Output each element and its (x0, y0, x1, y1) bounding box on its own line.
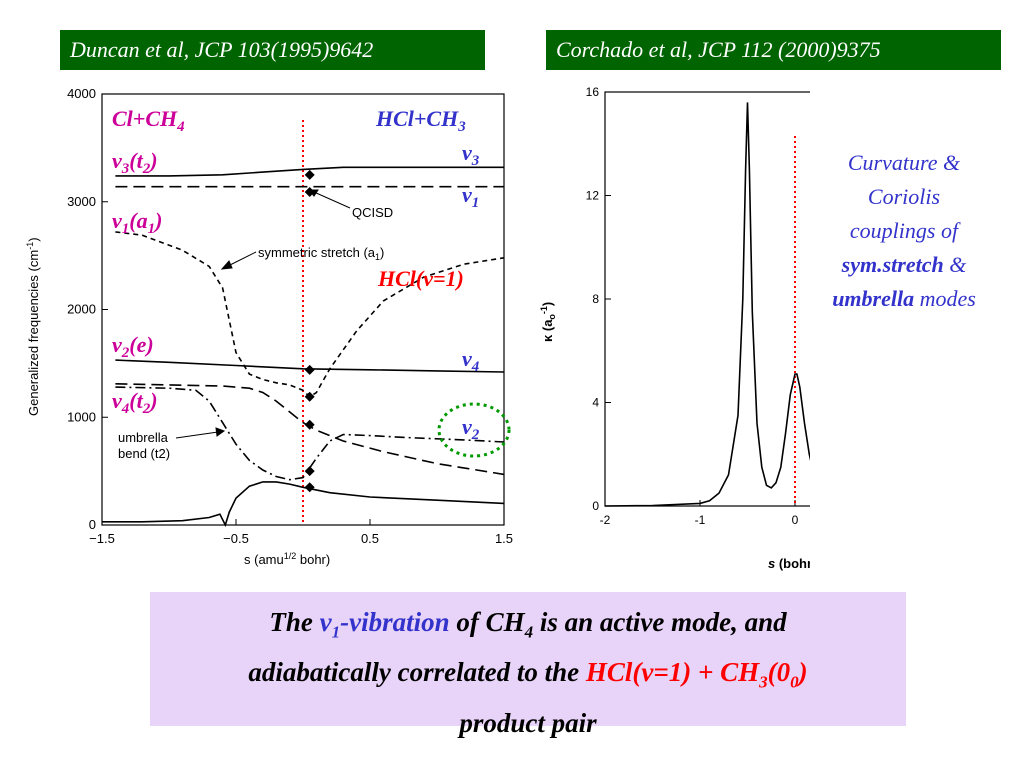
right-ytick-label: 16 (586, 85, 600, 99)
note-line-1: Curvature & (847, 150, 961, 175)
left-labels: Cl+CH4 HCl+CH3 v3(t2) v1(a1) v2(e) v4(t2… (25, 106, 480, 567)
note-line-4: sym.stretch & (841, 252, 967, 277)
curvature-note: Curvature & Coriolis couplings of sym.st… (808, 146, 1000, 316)
label-qcisd: QCISD (352, 205, 393, 220)
left-xtick-label: −0.5 (223, 531, 249, 546)
summary-line-1: The v1-vibration of CH4 is an active mod… (269, 607, 787, 642)
left-ytick-label: 4000 (67, 86, 96, 101)
left-series-3 (115, 359, 505, 373)
label-hcl-v1: HCl(v=1) (377, 266, 464, 291)
generalized-frequencies-chart: −1.5 −0.5 0.5 1.5 0 1000 2000 3000 4000 Cl+CH4 H… (25, 86, 513, 567)
left-series-0 (115, 166, 504, 177)
label-v3: v3 (462, 140, 480, 169)
right-xtick-label: 0 (792, 513, 799, 527)
label-v2: v2 (462, 414, 480, 443)
left-ytick-label: 3000 (67, 194, 96, 209)
left-qcisd-point (304, 364, 315, 375)
left-qcisd-points (304, 169, 315, 493)
label-umbrella-bend: bend (t2) (118, 446, 170, 461)
note-line-3: couplings of (849, 218, 959, 243)
left-ytick-label: 0 (89, 517, 96, 532)
left-series (102, 166, 505, 528)
left-series-5 (115, 386, 505, 481)
label-v4-t2: v4(t2) (112, 388, 158, 417)
left-ylabel: Generalized frequencies (cm-1) (25, 237, 41, 416)
label-v1-a1: v1(a1) (112, 208, 162, 237)
label-hcl-ch3: HCl+CH3 (375, 106, 466, 135)
left-series-2 (115, 231, 505, 398)
left-xtick-label: −1.5 (89, 531, 115, 546)
label-umbrella: umbrella (118, 430, 169, 445)
right-ytick-label: 4 (592, 396, 599, 410)
left-series-6 (102, 481, 505, 528)
right-xtick-label: -2 (600, 513, 611, 527)
label-symmetric-stretch: symmetric stretch (a1) (258, 245, 384, 262)
note-line-5: umbrella modes (832, 286, 976, 311)
annotation-arrows (175, 189, 351, 439)
label-v4: v4 (462, 346, 480, 375)
summary-line-2: adiabatically correlated to the HCl(v=1)… (248, 657, 808, 692)
right-axes: -2-10120481216 (586, 85, 810, 527)
note-line-2: Coriolis (867, 184, 941, 209)
curvature-chart: -2-10120481216 s (bohr) κ (ao-1) (539, 85, 810, 571)
label-v3-t2: v3(t2) (112, 148, 158, 177)
left-qcisd-point (304, 419, 315, 430)
right-ytick-label: 0 (592, 499, 599, 513)
left-axes: −1.5 −0.5 0.5 1.5 0 1000 2000 3000 4000 (67, 86, 513, 546)
label-cl-ch4: Cl+CH4 (112, 106, 185, 135)
left-xtick-label: 1.5 (495, 531, 513, 546)
right-plot-frame (604, 91, 810, 507)
left-ytick-label: 2000 (67, 302, 96, 317)
right-xtick-label: -1 (695, 513, 706, 527)
right-xlabel: s (bohr) (768, 556, 810, 571)
right-ytick-label: 8 (592, 292, 599, 306)
citation-banner-corchado: Corchado et al, JCP 112 (2000)9375 (546, 30, 1001, 70)
left-qcisd-point (304, 482, 315, 493)
v2-highlight-circle (437, 402, 511, 458)
left-xlabel: s (amu1/2 bohr) (244, 551, 330, 567)
left-qcisd-point (304, 391, 315, 402)
right-series (604, 102, 810, 507)
label-v2-e: v2(e) (112, 332, 154, 361)
left-xtick-label: 0.5 (361, 531, 379, 546)
left-ytick-label: 1000 (67, 409, 96, 424)
right-ylabel: κ (ao-1) (539, 302, 557, 342)
citation-banner-duncan: Duncan et al, JCP 103(1995)9642 (60, 30, 485, 70)
summary-line-3: product pair (459, 707, 597, 738)
right-ytick-label: 12 (586, 189, 600, 203)
right-series-0 (604, 102, 810, 507)
left-series-4 (115, 383, 505, 476)
left-qcisd-point (304, 466, 315, 477)
summary-box: The v1-vibration of CH4 is an active mod… (150, 592, 906, 738)
left-qcisd-point (304, 169, 315, 180)
